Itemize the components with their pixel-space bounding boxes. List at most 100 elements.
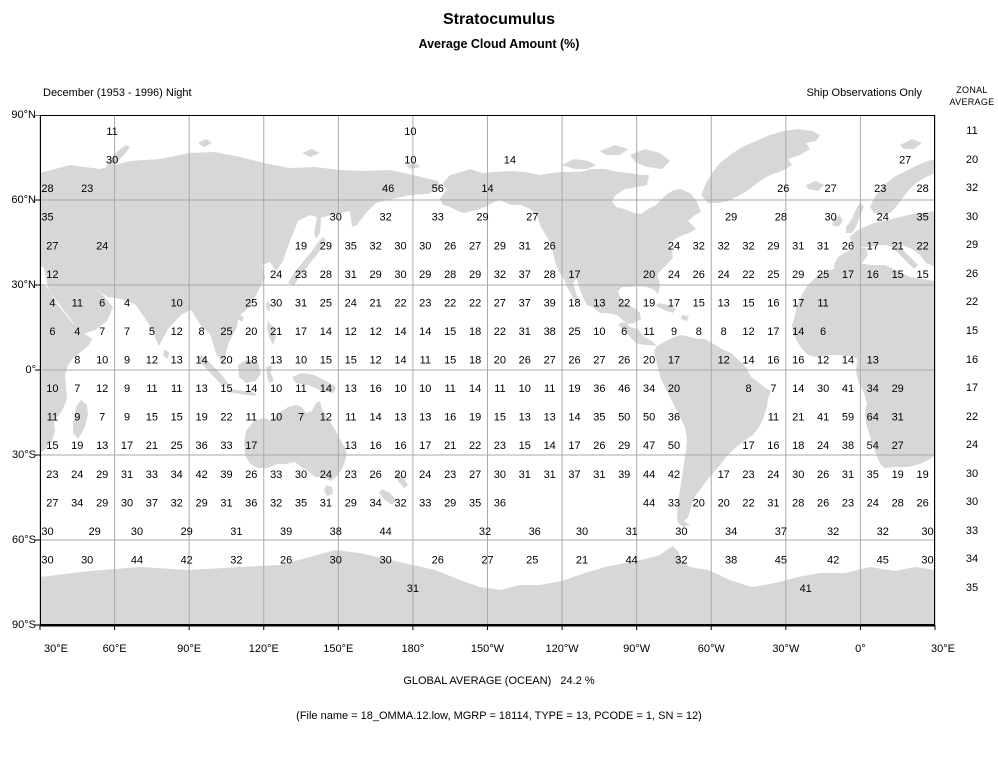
cell-value: 27 — [526, 212, 538, 224]
cell-value: 29 — [725, 212, 737, 224]
cell-value: 31 — [295, 297, 307, 309]
lat-label: 90°S — [12, 619, 36, 631]
cell-value: 32 — [230, 554, 242, 566]
cell-value: 45 — [775, 554, 787, 566]
cell-value: 28 — [916, 183, 928, 195]
cell-value: 38 — [842, 440, 854, 452]
continent — [701, 129, 820, 203]
cell-value: 12 — [46, 269, 58, 281]
cell-value: 15 — [494, 412, 506, 424]
cell-value: 15 — [146, 412, 158, 424]
continent — [654, 335, 771, 527]
continent — [266, 301, 271, 312]
lon-label: 30°W — [772, 643, 800, 655]
cell-value: 31 — [121, 469, 133, 481]
cell-value: 10 — [593, 326, 605, 338]
cell-value: 30 — [131, 526, 143, 538]
continent — [440, 169, 701, 346]
lat-label: 60°N — [11, 194, 36, 206]
cell-value: 29 — [469, 269, 481, 281]
cell-value: 25 — [568, 326, 580, 338]
cell-value: 50 — [618, 412, 630, 424]
cell-value: 19 — [195, 412, 207, 424]
cell-value: 20 — [220, 355, 232, 367]
cell-value: 30 — [494, 469, 506, 481]
lat-label: 90°N — [11, 109, 36, 121]
cell-value: 10 — [96, 355, 108, 367]
cell-value: 32 — [479, 526, 491, 538]
cell-value: 11 — [420, 355, 431, 367]
zonal-average-value: 22 — [965, 410, 979, 423]
cell-value: 31 — [407, 583, 419, 595]
cell-value: 34 — [171, 469, 183, 481]
cell-value: 30 — [41, 554, 53, 566]
cell-value: 35 — [469, 497, 481, 509]
cell-value: 30 — [295, 469, 307, 481]
continent — [198, 355, 228, 387]
cell-value: 14 — [792, 383, 804, 395]
cell-value: 44 — [379, 526, 391, 538]
cell-value: 16 — [369, 383, 381, 395]
zonal-average-value: 30 — [965, 496, 979, 509]
lat-label: 0° — [25, 364, 36, 376]
cell-value: 19 — [568, 383, 580, 395]
continent — [228, 389, 256, 396]
cell-value: 20 — [245, 326, 257, 338]
cell-value: 10 — [270, 383, 282, 395]
lon-label: 120°E — [248, 643, 279, 655]
cell-value: 14 — [369, 412, 381, 424]
zonal-average-value: 33 — [965, 524, 979, 537]
cell-value: 27 — [544, 355, 556, 367]
cell-value: 16 — [767, 297, 779, 309]
cell-value: 14 — [544, 440, 556, 452]
cell-value: 23 — [295, 269, 307, 281]
cell-value: 42 — [668, 469, 680, 481]
continent — [163, 349, 169, 359]
cell-value: 26 — [519, 355, 531, 367]
cell-value: 35 — [345, 240, 357, 252]
lon-label: 30°E — [931, 643, 955, 655]
cell-value: 27 — [824, 183, 836, 195]
cell-value: 29 — [419, 269, 431, 281]
cell-value: 4 — [124, 297, 130, 309]
cell-value: 21 — [270, 326, 282, 338]
cell-value: 22 — [742, 269, 754, 281]
cell-value: 13 — [394, 412, 406, 424]
cell-value: 20 — [494, 355, 506, 367]
cell-value: 12 — [320, 412, 332, 424]
cell-value: 10 — [295, 355, 307, 367]
cell-value: 32 — [675, 554, 687, 566]
cell-value: 17 — [568, 269, 580, 281]
cell-value: 4 — [74, 326, 80, 338]
cell-value: 14 — [469, 383, 481, 395]
cell-value: 22 — [494, 326, 506, 338]
cell-value: 46 — [618, 383, 630, 395]
cell-value: 30 — [121, 497, 133, 509]
continent — [266, 365, 274, 383]
cell-value: 30 — [330, 554, 342, 566]
continent — [288, 237, 326, 285]
cell-value: 41 — [800, 583, 812, 595]
cell-value: 17 — [792, 297, 804, 309]
cell-value: 33 — [146, 469, 158, 481]
lat-label: 30°N — [11, 279, 36, 291]
cell-value: 9 — [124, 383, 130, 395]
cell-value: 8 — [199, 326, 205, 338]
cell-value: 30 — [817, 383, 829, 395]
cell-value: 21 — [792, 412, 804, 424]
zonal-header-line1: ZONAL — [956, 85, 988, 95]
cell-value: 32 — [693, 240, 705, 252]
cell-value: 46 — [382, 183, 394, 195]
cell-value: 30 — [394, 269, 406, 281]
cell-value: 17 — [842, 269, 854, 281]
cell-value: 27 — [469, 469, 481, 481]
cell-value: 39 — [618, 469, 630, 481]
continent — [846, 203, 864, 233]
lon-label: 150°W — [470, 643, 505, 655]
cell-value: 25 — [220, 326, 232, 338]
lon-label: 90°W — [623, 643, 651, 655]
continent — [73, 400, 88, 439]
cell-value: 13 — [345, 383, 357, 395]
cell-value: 30 — [41, 526, 53, 538]
